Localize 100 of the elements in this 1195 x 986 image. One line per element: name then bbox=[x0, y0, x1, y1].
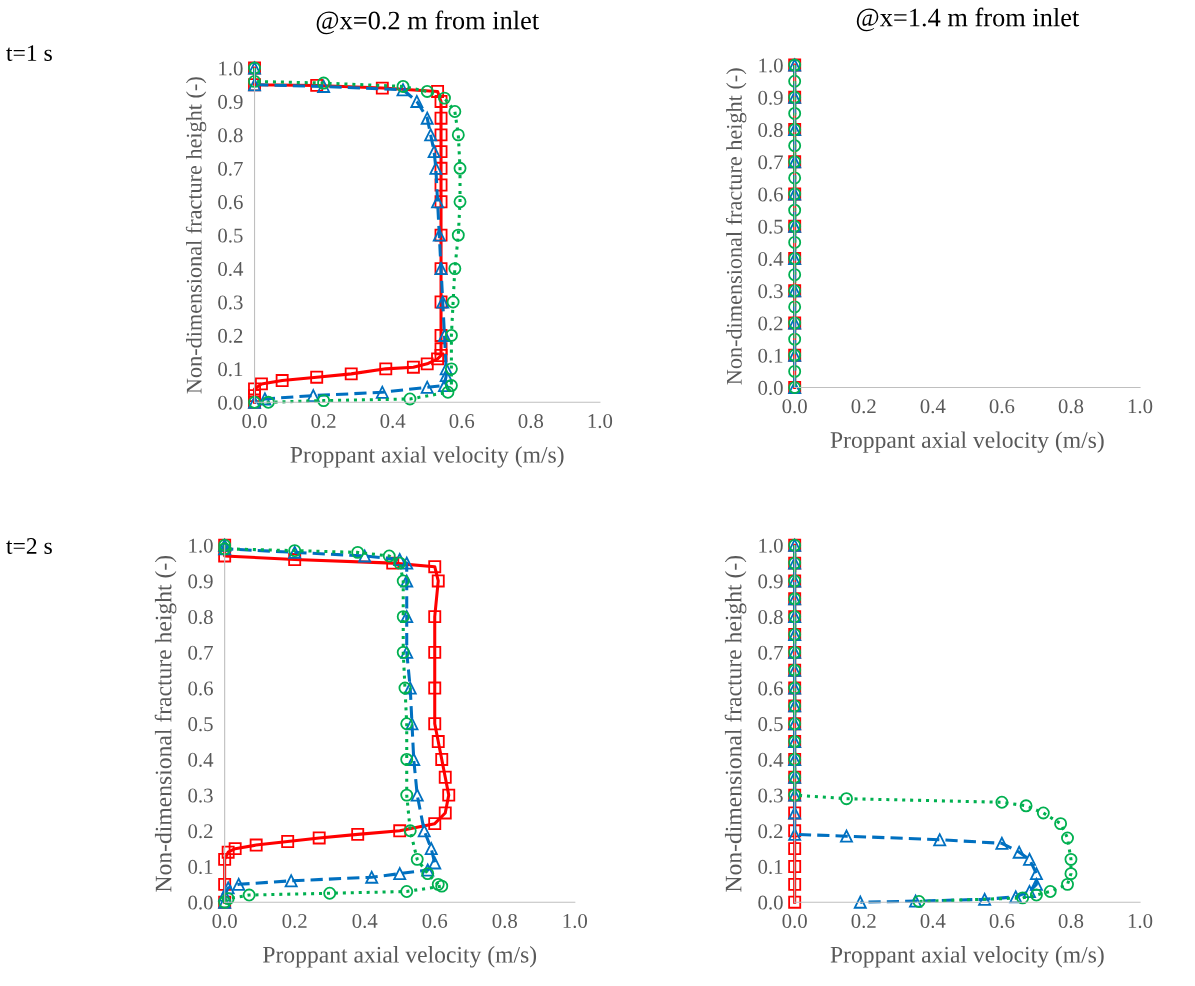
point bbox=[400, 556, 414, 570]
chart-title: @x=0.2 m from inlet bbox=[316, 10, 539, 35]
point bbox=[312, 831, 326, 845]
point bbox=[393, 867, 407, 881]
point bbox=[228, 842, 242, 856]
y-tick-label: 0.2 bbox=[218, 328, 243, 343]
point bbox=[788, 895, 802, 909]
y-axis-title: Non-dimensional fracture height (-) bbox=[725, 68, 747, 385]
point bbox=[428, 560, 442, 574]
x-tick-label: 0.4 bbox=[380, 414, 406, 429]
point bbox=[428, 645, 442, 659]
point bbox=[428, 610, 442, 624]
point bbox=[420, 380, 434, 394]
y-tick-label: 0.2 bbox=[758, 316, 783, 331]
point bbox=[427, 145, 441, 159]
y-tick-label: 0.3 bbox=[758, 284, 783, 299]
point bbox=[1043, 885, 1057, 898]
point bbox=[424, 842, 438, 856]
point bbox=[1064, 852, 1078, 866]
point bbox=[446, 295, 460, 309]
point bbox=[248, 74, 261, 88]
point bbox=[442, 788, 456, 802]
y-tick-label: 1.0 bbox=[759, 58, 783, 73]
x-axis-title: Proppant axial velocity (m/s) bbox=[290, 446, 564, 468]
point bbox=[788, 235, 802, 249]
x-tick-label: 0.6 bbox=[422, 913, 448, 929]
point bbox=[435, 879, 449, 893]
point bbox=[431, 877, 445, 891]
point bbox=[438, 379, 451, 393]
y-tick-label: 0.4 bbox=[188, 752, 214, 767]
point bbox=[1023, 885, 1036, 898]
point bbox=[439, 362, 453, 376]
point bbox=[788, 203, 802, 217]
point bbox=[310, 370, 324, 384]
x-tick-label: 1.0 bbox=[563, 913, 588, 929]
point bbox=[396, 610, 410, 624]
point bbox=[788, 74, 802, 88]
point bbox=[396, 574, 410, 588]
point bbox=[284, 874, 298, 888]
point bbox=[288, 553, 302, 566]
point bbox=[232, 877, 246, 891]
x-tick-label: 1.0 bbox=[1128, 399, 1153, 414]
x-tick-label: 1.0 bbox=[588, 414, 613, 429]
y-tick-label: 1.0 bbox=[219, 61, 243, 76]
point bbox=[424, 128, 438, 142]
point bbox=[1029, 888, 1043, 902]
point bbox=[375, 81, 389, 95]
point bbox=[788, 332, 802, 346]
point bbox=[275, 374, 289, 388]
point bbox=[428, 817, 442, 831]
point bbox=[428, 856, 442, 870]
y-tick-label: 0.4 bbox=[758, 752, 784, 767]
point bbox=[396, 79, 410, 93]
point bbox=[420, 84, 434, 98]
point bbox=[1012, 845, 1026, 859]
point bbox=[441, 385, 455, 399]
x-tick-label: 1.0 bbox=[1128, 913, 1153, 929]
point bbox=[444, 362, 458, 376]
y-axis-title: Non-dimensional fracture height (-) bbox=[185, 77, 207, 394]
point bbox=[393, 553, 407, 566]
point bbox=[434, 178, 448, 192]
x-tick-label: 0.8 bbox=[518, 414, 544, 429]
point bbox=[400, 752, 414, 766]
point bbox=[310, 78, 324, 92]
y-tick-label: 0.2 bbox=[758, 824, 783, 839]
point bbox=[379, 362, 393, 376]
y-tick-label: 0.7 bbox=[218, 161, 243, 176]
point bbox=[382, 549, 396, 563]
y-tick-label: 0.6 bbox=[218, 195, 243, 210]
y-tick-label: 0.0 bbox=[758, 380, 783, 396]
point bbox=[439, 369, 453, 383]
point bbox=[242, 888, 256, 902]
point bbox=[420, 111, 434, 125]
x-tick-label: 0.2 bbox=[851, 399, 876, 414]
point bbox=[434, 128, 448, 142]
point bbox=[406, 360, 420, 374]
point bbox=[396, 83, 410, 97]
y-tick-label: 0.1 bbox=[188, 859, 213, 875]
x-tick-label: 0.8 bbox=[492, 913, 517, 929]
x-tick-label: 0.6 bbox=[989, 399, 1015, 414]
point bbox=[788, 877, 802, 891]
point bbox=[788, 300, 802, 314]
y-tick-label: 0.3 bbox=[218, 295, 243, 310]
point bbox=[351, 827, 365, 841]
y-tick-label: 0.0 bbox=[188, 895, 213, 910]
point bbox=[438, 770, 452, 784]
point bbox=[453, 195, 467, 209]
y-tick-label: 0.0 bbox=[758, 895, 783, 910]
point bbox=[853, 895, 867, 909]
point bbox=[306, 389, 320, 403]
text: t=2 s bbox=[6, 538, 52, 554]
point bbox=[358, 549, 372, 563]
point bbox=[400, 645, 414, 659]
point bbox=[393, 824, 407, 838]
point bbox=[788, 268, 802, 282]
y-tick-label: 0.9 bbox=[758, 90, 783, 105]
y-tick-label: 0.6 bbox=[758, 681, 783, 696]
point bbox=[221, 845, 235, 859]
y-tick-label: 0.5 bbox=[188, 717, 213, 732]
y-tick-label: 0.9 bbox=[188, 574, 213, 589]
